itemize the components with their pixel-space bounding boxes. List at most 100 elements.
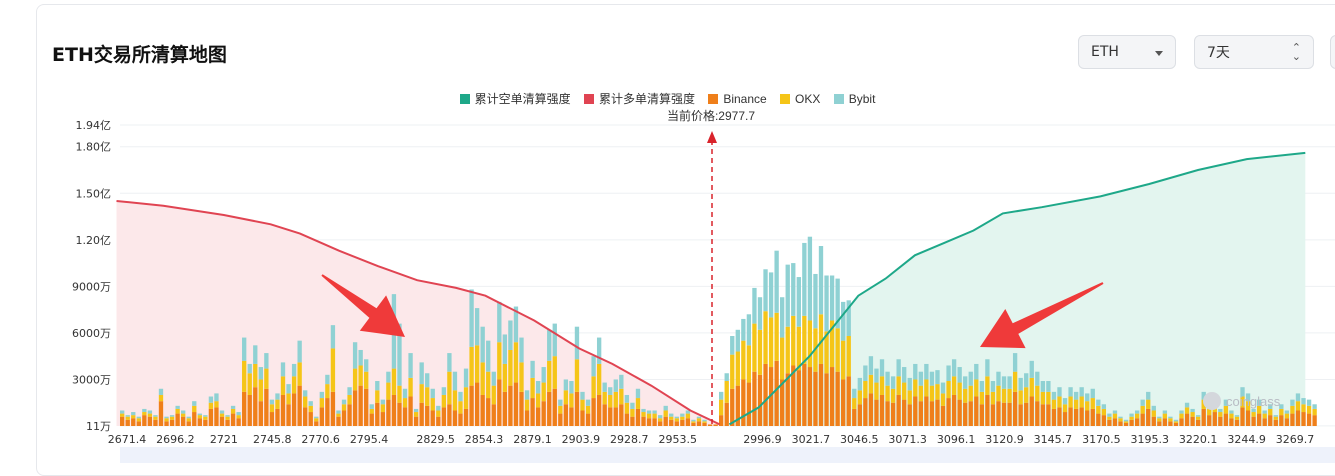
bar-okx bbox=[841, 340, 846, 380]
bar-binance bbox=[680, 419, 685, 426]
bar-okx bbox=[918, 385, 923, 402]
bar-bybit bbox=[1140, 399, 1145, 406]
bar-bybit bbox=[491, 371, 496, 386]
legend-item-okx[interactable]: OKX bbox=[780, 92, 820, 106]
bar-okx bbox=[469, 346, 474, 386]
legend-item-long-cum[interactable]: 累计多单清算强度 bbox=[583, 90, 695, 107]
bar-binance bbox=[441, 407, 447, 426]
bar-okx bbox=[402, 398, 408, 408]
bar-okx bbox=[885, 385, 890, 402]
bar-okx bbox=[1223, 405, 1229, 414]
bar-bybit bbox=[902, 367, 907, 383]
bar-bybit bbox=[1101, 404, 1107, 409]
bar-bybit bbox=[402, 388, 408, 399]
bar-binance bbox=[1157, 421, 1162, 426]
bar-bybit bbox=[413, 408, 419, 413]
bar-binance bbox=[929, 401, 935, 426]
x-tick-label: 2854.3 bbox=[465, 433, 504, 446]
bar-bybit bbox=[785, 264, 790, 327]
bar-binance bbox=[1085, 410, 1090, 426]
bar-okx bbox=[957, 382, 962, 400]
bar-okx bbox=[574, 359, 580, 392]
bar-bybit bbox=[1129, 413, 1134, 417]
bar-bybit bbox=[619, 374, 624, 389]
legend-swatch bbox=[780, 94, 791, 104]
bar-bybit bbox=[469, 289, 474, 347]
bar-bybit bbox=[890, 376, 896, 389]
bar-binance bbox=[1273, 419, 1278, 426]
bar-okx bbox=[768, 317, 774, 368]
bar-okx bbox=[208, 402, 214, 409]
liquidation-chart: 11万 3000万 6000万 9000万 1.20亿 1.50亿 1.80亿 1.94亿 2… bbox=[72, 119, 1335, 463]
bar-binance bbox=[186, 421, 191, 426]
bar-binance bbox=[120, 416, 125, 426]
bar-okx bbox=[1290, 405, 1295, 414]
bar-bybit bbox=[974, 363, 979, 380]
bar-binance bbox=[336, 416, 341, 426]
bar-binance bbox=[319, 407, 324, 426]
bar-okx bbox=[940, 393, 946, 406]
bar-okx bbox=[846, 336, 851, 377]
bar-binance bbox=[874, 399, 879, 426]
bar-okx bbox=[785, 326, 790, 374]
bar-bybit bbox=[563, 379, 569, 391]
bar-okx bbox=[242, 360, 247, 392]
bar-okx bbox=[924, 379, 929, 397]
bar-okx bbox=[652, 413, 657, 419]
bar-binance bbox=[785, 373, 790, 426]
bar-okx bbox=[280, 376, 286, 395]
bar-bybit bbox=[657, 415, 663, 419]
bar-bybit bbox=[258, 367, 263, 380]
range-select[interactable]: 7天 ⌃ ⌄ bbox=[1194, 35, 1314, 69]
bar-okx bbox=[524, 399, 530, 411]
bar-binance bbox=[402, 407, 408, 426]
bar-bybit bbox=[1046, 381, 1051, 392]
bar-okx bbox=[596, 363, 602, 395]
bar-bybit bbox=[1035, 371, 1040, 386]
bar-okx bbox=[358, 365, 363, 386]
bar-binance bbox=[635, 408, 641, 426]
bar-bybit bbox=[846, 300, 851, 337]
bar-okx bbox=[164, 418, 169, 422]
bar-binance bbox=[463, 408, 469, 426]
bar-okx bbox=[913, 379, 918, 397]
bar-bybit bbox=[1201, 391, 1206, 400]
bar-okx bbox=[447, 371, 452, 405]
bar-okx bbox=[325, 384, 330, 399]
bar-binance bbox=[352, 390, 358, 426]
bar-bybit bbox=[1195, 415, 1201, 417]
bar-binance bbox=[780, 379, 785, 426]
legend-item-short-cum[interactable]: 累计空单清算强度 bbox=[459, 90, 571, 107]
bar-okx bbox=[1256, 405, 1262, 414]
bar-okx bbox=[430, 398, 435, 411]
bar-okx bbox=[907, 390, 912, 405]
bar-binance bbox=[918, 401, 923, 426]
bar-binance bbox=[1201, 408, 1206, 426]
bar-bybit bbox=[541, 367, 546, 383]
bar-bybit bbox=[142, 408, 147, 413]
bar-binance bbox=[1146, 408, 1151, 426]
datazoom-bar[interactable] bbox=[120, 447, 1335, 463]
coin-select[interactable]: ETH bbox=[1078, 35, 1176, 69]
bar-bybit bbox=[1234, 415, 1240, 417]
bar-bybit bbox=[652, 410, 657, 414]
bar-okx bbox=[1101, 408, 1107, 416]
bar-binance bbox=[1207, 415, 1212, 426]
bar-okx bbox=[1096, 405, 1101, 414]
bar-bybit bbox=[774, 250, 779, 313]
bar-binance bbox=[486, 398, 491, 426]
bar-bybit bbox=[502, 334, 508, 364]
bar-bybit bbox=[325, 374, 330, 385]
bar-binance bbox=[835, 371, 840, 426]
legend-item-binance[interactable]: Binance bbox=[708, 92, 767, 106]
bar-bybit bbox=[1112, 410, 1118, 414]
bar-binance bbox=[1107, 419, 1112, 426]
bar-binance bbox=[491, 404, 496, 426]
bar-bybit bbox=[702, 419, 707, 422]
legend-item-bybit[interactable]: Bybit bbox=[833, 92, 875, 106]
bar-bybit bbox=[1229, 410, 1234, 414]
bar-bybit bbox=[574, 326, 580, 360]
bar-bybit bbox=[1290, 399, 1295, 406]
bar-okx bbox=[680, 416, 685, 420]
bar-okx bbox=[1273, 416, 1278, 420]
